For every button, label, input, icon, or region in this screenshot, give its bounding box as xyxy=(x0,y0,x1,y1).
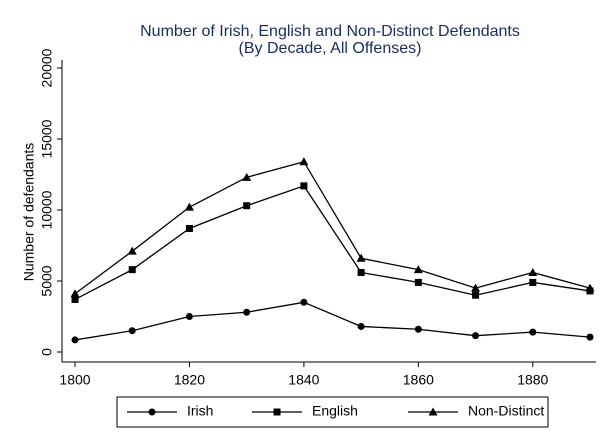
marker xyxy=(243,308,251,316)
marker xyxy=(528,267,538,276)
marker xyxy=(586,333,594,341)
marker xyxy=(471,283,481,292)
x-tick-label: 1880 xyxy=(517,372,548,388)
marker xyxy=(185,224,193,232)
y-tick-label: 20000 xyxy=(39,48,55,87)
marker xyxy=(356,253,366,262)
marker xyxy=(529,278,537,286)
marker xyxy=(414,278,422,286)
chart-subtitle: (By Decade, All Offenses) xyxy=(239,40,422,57)
marker xyxy=(184,202,194,211)
legend-label: Irish xyxy=(187,403,213,419)
marker xyxy=(185,313,193,320)
marker xyxy=(70,289,80,298)
marker xyxy=(71,336,79,344)
marker xyxy=(242,172,252,181)
legend-marker xyxy=(273,408,281,416)
marker xyxy=(128,266,136,274)
y-tick-label: 15000 xyxy=(39,119,55,158)
x-tick-label: 1800 xyxy=(59,372,90,388)
marker xyxy=(529,328,537,336)
marker xyxy=(128,327,136,335)
marker xyxy=(585,283,595,292)
marker xyxy=(414,325,422,333)
y-tick-label: 10000 xyxy=(39,190,55,229)
legend-label: Non-Distinct xyxy=(468,403,544,419)
y-tick-label: 0 xyxy=(39,348,55,356)
marker xyxy=(413,265,423,274)
chart-title: Number of Irish, English and Non-Distinc… xyxy=(140,23,520,40)
legend-label: English xyxy=(312,403,358,419)
y-axis-title: Number of defendants xyxy=(21,143,37,282)
marker xyxy=(71,295,79,303)
marker xyxy=(243,202,251,210)
series-line xyxy=(74,160,591,295)
marker xyxy=(127,246,137,255)
marker xyxy=(299,157,309,166)
x-tick-label: 1820 xyxy=(174,372,205,388)
marker xyxy=(300,182,308,190)
legend-marker xyxy=(428,407,438,416)
marker xyxy=(357,268,365,276)
legend-marker xyxy=(148,408,156,416)
marker xyxy=(472,291,480,299)
series-line xyxy=(74,185,591,301)
marker xyxy=(357,322,365,330)
y-tick-label: 5000 xyxy=(39,265,55,296)
x-tick-label: 1840 xyxy=(288,372,319,388)
series-line xyxy=(74,301,591,341)
marker xyxy=(300,298,308,306)
marker xyxy=(472,332,480,340)
legend-box xyxy=(116,396,549,428)
x-tick-label: 1860 xyxy=(403,372,434,388)
